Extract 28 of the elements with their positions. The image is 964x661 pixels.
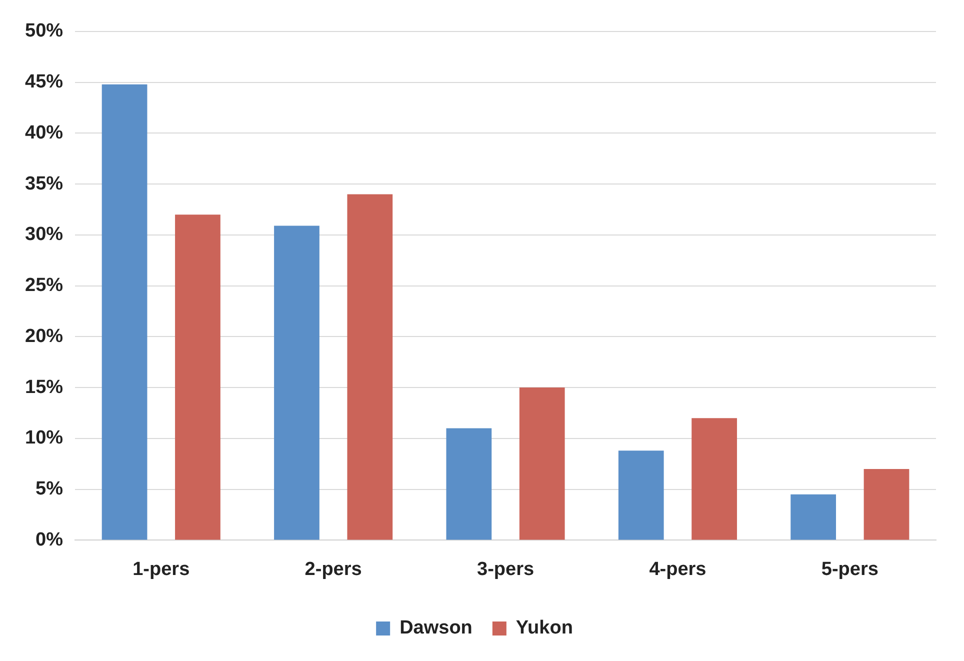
bar [519,388,565,540]
y-tick-label: 45% [24,72,64,93]
x-tick-label: 5-pers [821,558,878,580]
y-tick-label: 50% [24,20,64,42]
x-tick-label: 4-pers [649,558,706,580]
y-tick-label: 30% [24,224,64,246]
bar [274,226,320,540]
bar [864,468,910,540]
bar [790,494,836,540]
y-tick-label: 15% [24,376,64,398]
y-tick-label: 20% [24,326,64,347]
x-tick-label: 3-pers [477,558,534,580]
bar [175,214,220,540]
bar [102,84,148,540]
bar [618,450,664,540]
y-tick-label: 35% [24,173,64,194]
x-tick-label: 1-pers [132,558,190,580]
bar [347,194,393,540]
y-tick-label: 5% [36,478,64,500]
y-tick-label: 25% [24,275,64,296]
x-tick-label: 2-pers [304,558,362,580]
y-tick-label: 40% [24,122,64,144]
legend-label: Dawson [400,618,472,639]
bar [446,428,492,540]
y-tick-label: 10% [24,428,64,449]
bar [692,418,737,540]
legend-label: Yukon [516,618,573,639]
y-tick-label: 0% [36,529,64,550]
